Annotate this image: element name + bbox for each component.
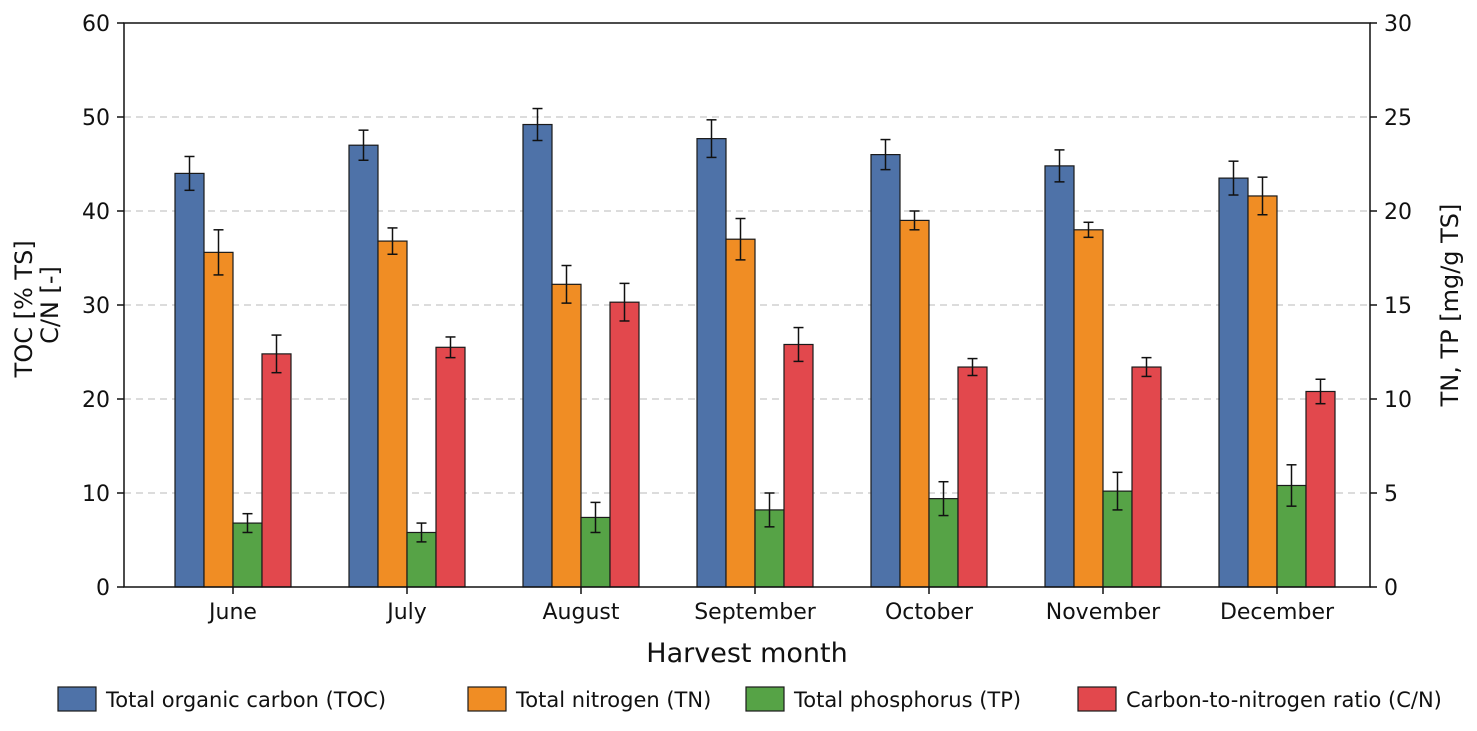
bar [261, 353, 292, 588]
error-bar [242, 512, 253, 534]
y-axis-left-title-line2: C/N [-] [36, 266, 64, 344]
y-right-tick-label: 0 [1384, 576, 1398, 601]
bar [696, 138, 727, 588]
x-tick-label: September [694, 600, 817, 625]
legend-item: Carbon-to-nitrogen ratio (C/N) [1077, 686, 1442, 712]
error-bar [619, 282, 630, 322]
legend-label: Carbon-to-nitrogen ratio (C/N) [1126, 688, 1442, 712]
y-left-tick-label: 40 [82, 200, 110, 225]
error-bar [1141, 356, 1152, 378]
y-right-tick-label: 5 [1384, 482, 1398, 507]
error-bar [1315, 378, 1326, 405]
y-left-tick-label: 60 [82, 12, 110, 37]
error-bar [764, 492, 775, 528]
error-bar [938, 480, 949, 517]
legend-swatch [57, 686, 97, 712]
y-right-tick-label: 30 [1384, 12, 1412, 37]
error-bars-group [184, 107, 1326, 543]
error-bar [387, 227, 398, 255]
error-bar [706, 119, 717, 159]
error-bar [213, 229, 224, 276]
legend-item: Total phosphorus (TP) [745, 686, 1021, 712]
error-bar [967, 357, 978, 377]
bar [203, 251, 234, 588]
x-tick-label: August [543, 600, 620, 625]
legend-swatch [1077, 686, 1117, 712]
y-left-tick-label: 20 [82, 388, 110, 413]
bar [522, 123, 553, 588]
legend-swatch [467, 686, 507, 712]
bar [1131, 366, 1162, 588]
bar [783, 343, 814, 588]
error-bar [1083, 221, 1094, 239]
legend: Total organic carbon (TOC) Total nitrogen… [57, 686, 1442, 712]
x-tick-label: December [1220, 600, 1335, 625]
bar [174, 172, 205, 588]
bar [1044, 165, 1075, 588]
error-bar [1228, 160, 1239, 196]
bar [435, 346, 466, 588]
error-bar [1112, 471, 1123, 511]
x-tick-label: July [385, 600, 427, 625]
error-bar [590, 501, 601, 534]
bar [1247, 195, 1278, 588]
bar [957, 366, 988, 588]
bar [870, 154, 901, 588]
bar [1073, 229, 1104, 588]
y-left-tick-label: 10 [82, 482, 110, 507]
y-axis-left-title: TOC [% TS] C/N [-] [10, 233, 64, 379]
bar [1218, 177, 1249, 588]
y-right-tick-label: 25 [1384, 106, 1412, 131]
x-tick-label: October [885, 600, 974, 625]
grid-lines [124, 116, 1370, 494]
x-tick-label: November [1046, 600, 1161, 625]
error-bar [735, 217, 746, 261]
x-tick-label: June [207, 600, 257, 625]
bar [725, 238, 756, 588]
bar [899, 219, 930, 588]
error-bar [358, 129, 369, 161]
error-bar [184, 155, 195, 192]
error-bar [532, 107, 543, 142]
legend-item: Total nitrogen (TN) [467, 686, 711, 712]
y-right-tick-label: 20 [1384, 200, 1412, 225]
legend-label: Total nitrogen (TN) [515, 688, 711, 712]
bar [551, 283, 582, 588]
legend-label: Total phosphorus (TP) [793, 688, 1021, 712]
ticks-group: 0 10 20 30 40 50 60 0 5 10 15 20 25 30 June July August S… [82, 12, 1412, 625]
error-bar [909, 210, 920, 231]
error-bar [793, 326, 804, 363]
y-axis-left-title-line1: TOC [% TS] [10, 240, 38, 378]
legend-swatch [745, 686, 785, 712]
error-bar [271, 334, 282, 374]
error-bar [445, 336, 456, 359]
y-right-tick-label: 10 [1384, 388, 1412, 413]
bar [1305, 390, 1336, 588]
y-left-tick-label: 0 [96, 576, 110, 601]
error-bar [1286, 464, 1297, 507]
x-axis-title: Harvest month [646, 638, 847, 669]
y-right-tick-label: 15 [1384, 294, 1412, 319]
legend-item: Total organic carbon (TOC) [57, 686, 386, 712]
bar [377, 240, 408, 588]
legend-label: Total organic carbon (TOC) [105, 688, 386, 712]
bar [348, 144, 379, 588]
bars-group [174, 123, 1336, 588]
y-axis-right-title: TN, TP [mg/g TS] [1436, 204, 1464, 408]
error-bar [416, 522, 427, 543]
y-left-tick-label: 50 [82, 106, 110, 131]
bar [609, 301, 640, 588]
error-bar [1054, 149, 1065, 183]
error-bar [561, 264, 572, 304]
error-bar [880, 138, 891, 171]
error-bar [1257, 176, 1268, 216]
y-left-tick-label: 30 [82, 294, 110, 319]
bar [232, 522, 263, 588]
